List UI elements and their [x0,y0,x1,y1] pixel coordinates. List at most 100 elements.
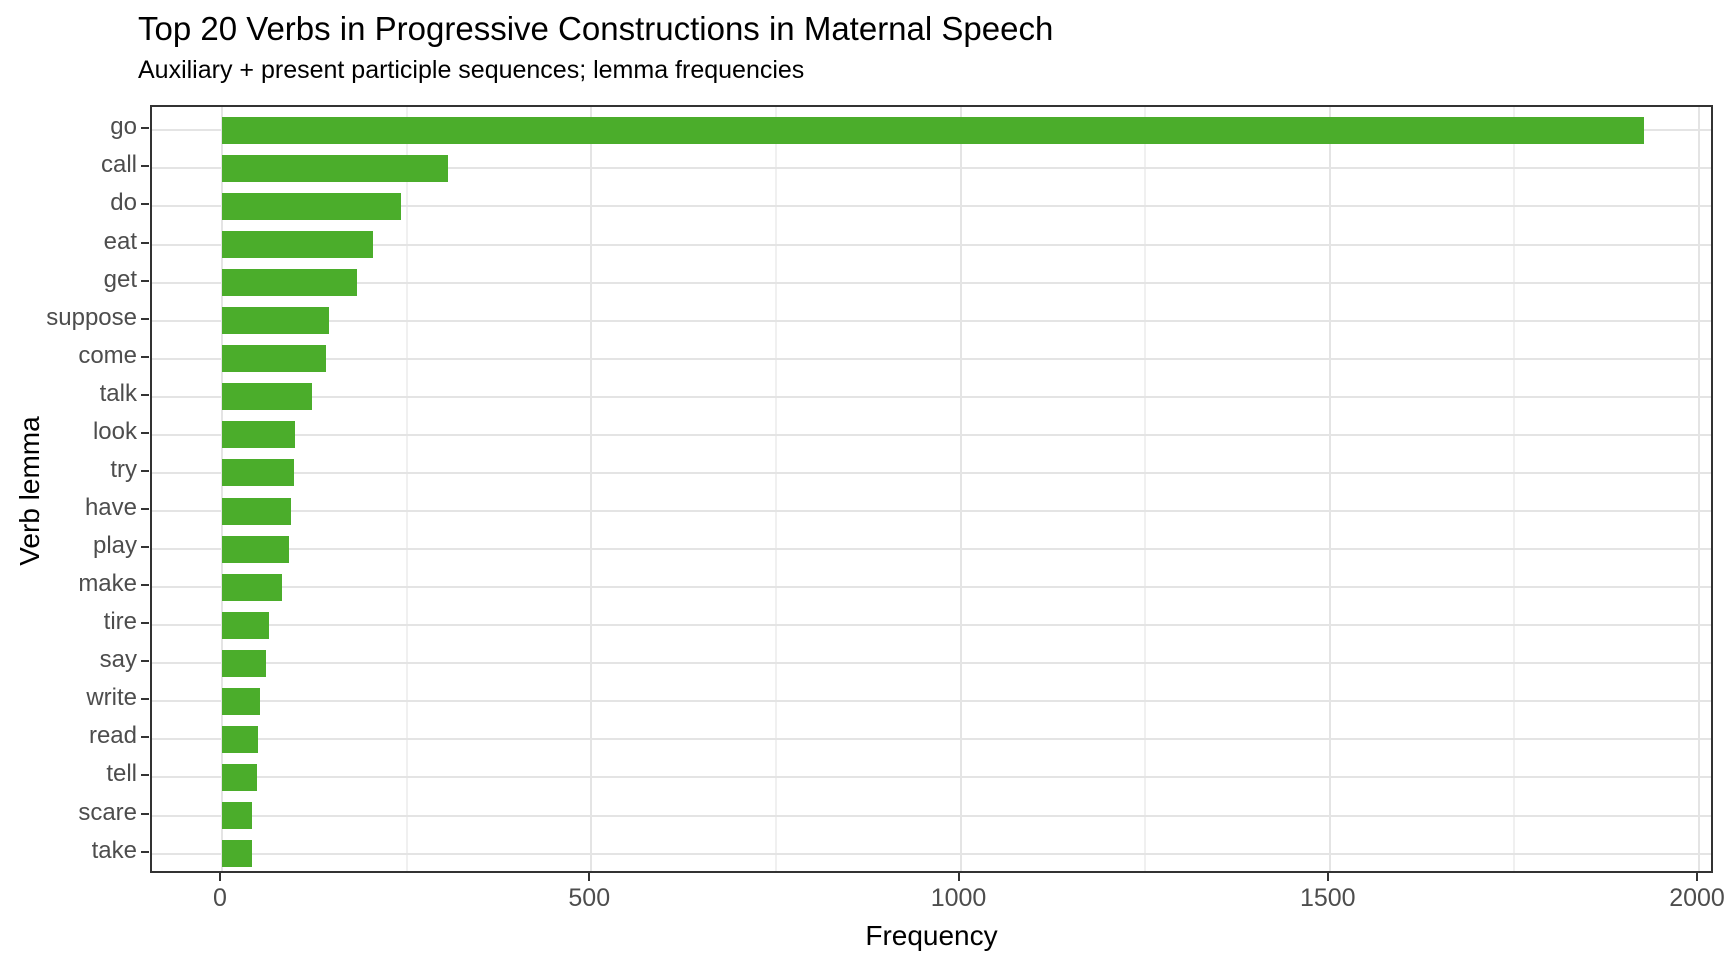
y-tick-mark [141,736,149,739]
major-gridline [221,107,223,871]
y-tick-mark [141,279,149,282]
y-tick-label-scare: scare [78,798,137,826]
category-gridline [152,510,1711,512]
y-tick-label-have: have [84,494,137,521]
chart-subtitle: Auxiliary + present participle sequences… [138,56,805,84]
y-tick-label-write: write [86,684,137,712]
bar-have [222,497,292,525]
y-tick-mark [141,660,149,663]
category-gridline [152,738,1711,741]
category-gridline [152,548,1711,551]
x-tick-mark [957,873,960,881]
y-tick-mark [141,203,149,206]
plot-panel [150,105,1713,873]
y-tick-mark [141,241,149,244]
x-tick-label-500: 500 [568,884,611,912]
y-tick-label-try: try [110,455,137,483]
minor-gridline [1144,107,1147,871]
category-gridline [152,586,1711,589]
y-tick-mark [141,508,149,510]
bar-scare [222,802,253,830]
major-gridline [959,107,962,871]
minor-gridline [1513,107,1516,871]
bar-suppose [222,307,330,335]
bar-read [222,725,259,753]
bar-write [222,687,261,715]
y-tick-mark [141,431,149,434]
bar-go [222,116,1644,144]
x-tick-label-1500: 1500 [1299,884,1356,912]
y-tick-mark [141,546,149,549]
bar-try [222,459,295,487]
category-gridline [152,776,1711,779]
category-gridline [152,281,1711,284]
bar-do [222,192,401,220]
bar-make [222,573,282,601]
y-tick-label-look: look [92,417,137,445]
minor-gridline [774,107,777,871]
x-axis-title: Frequency [865,920,998,951]
category-gridline [152,471,1711,474]
y-tick-mark [141,317,149,320]
y-tick-label-take: take [91,836,137,864]
major-gridline [590,107,593,871]
category-gridline [152,357,1711,360]
bar-come [222,345,327,373]
major-gridline [1328,107,1331,871]
y-axis-title: Verb lemma [14,416,45,566]
y-tick-label-do: do [110,189,137,217]
y-tick-mark [141,774,149,777]
y-tick-mark [141,622,149,625]
major-gridline [1698,107,1700,871]
y-tick-label-eat: eat [103,227,137,255]
x-tick-label-2000: 2000 [1669,884,1725,912]
category-gridline [152,814,1711,817]
y-tick-mark [141,812,149,815]
y-tick-mark [141,698,149,701]
y-tick-label-tire: tire [103,608,137,636]
minor-gridline [405,107,408,871]
bar-tire [222,611,270,639]
bar-take [222,840,252,868]
category-gridline [152,243,1711,246]
category-gridline [152,205,1711,208]
y-tick-label-go: go [110,113,137,141]
bar-look [222,421,296,449]
chart-title: Top 20 Verbs in Progressive Construction… [138,10,1054,47]
y-tick-label-read: read [88,722,137,750]
x-tick-mark [1326,873,1329,881]
x-tick-label-0: 0 [213,884,227,912]
bar-call [222,154,448,182]
y-tick-label-play: play [92,532,137,560]
y-tick-label-make: make [78,570,137,598]
category-gridline [152,395,1711,398]
category-gridline [152,319,1711,322]
bar-play [222,535,290,563]
category-gridline [152,662,1711,665]
y-tick-label-say: say [99,646,137,674]
category-gridline [152,167,1711,170]
x-tick-mark [588,873,591,881]
y-tick-label-get: get [103,265,137,293]
y-tick-mark [141,584,149,587]
y-tick-mark [141,127,149,130]
y-tick-mark [141,850,149,853]
category-gridline [152,700,1711,703]
x-tick-label-1000: 1000 [930,884,987,912]
y-tick-mark [141,393,149,396]
y-tick-label-call: call [100,151,137,179]
x-tick-mark [1696,873,1698,881]
y-tick-mark [141,469,149,472]
bar-tell [222,763,258,791]
bar-talk [222,383,313,411]
x-tick-mark [219,873,221,881]
bar-get [222,269,358,297]
y-tick-label-come: come [78,341,137,369]
y-tick-label-tell: tell [106,760,137,788]
bar-eat [222,231,373,258]
y-tick-label-talk: talk [99,379,137,407]
y-tick-mark [141,355,149,358]
y-tick-label-suppose: suppose [46,303,137,331]
y-tick-mark [141,165,149,168]
